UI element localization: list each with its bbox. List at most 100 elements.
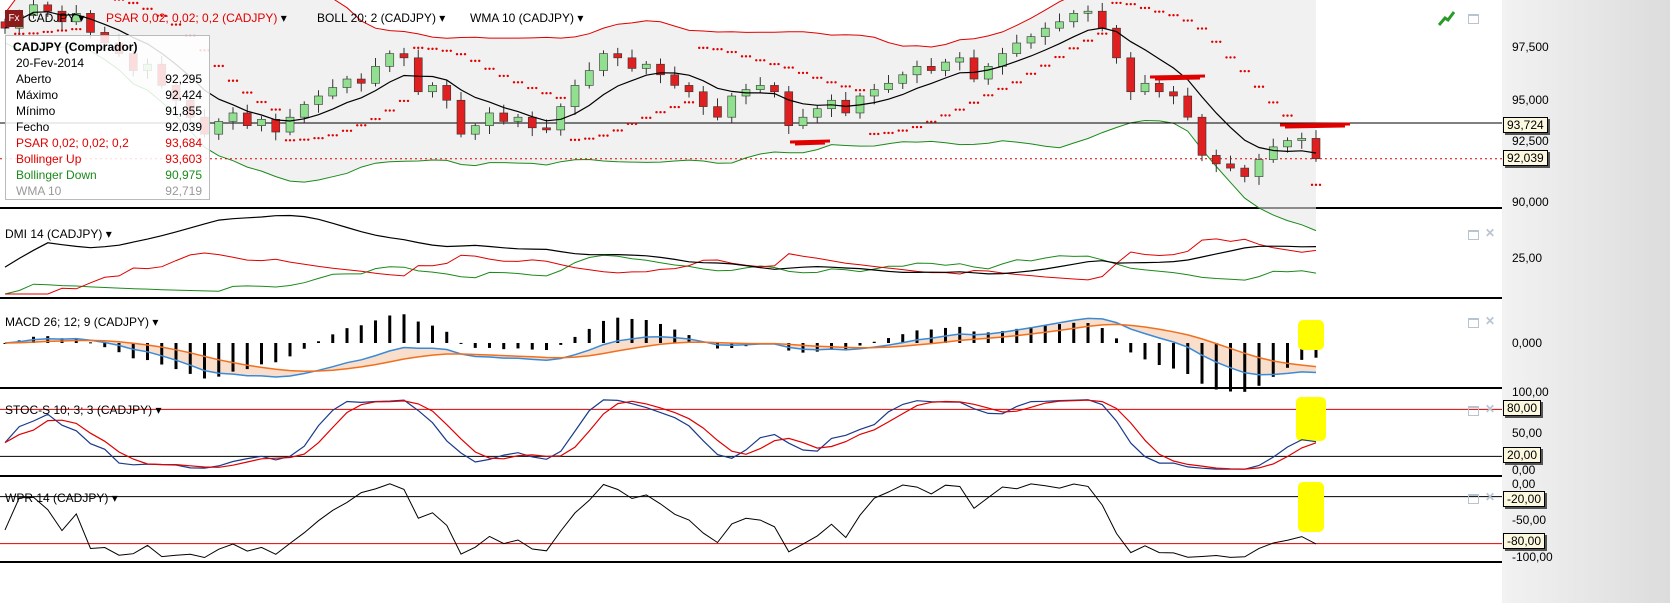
psar-dot	[498, 74, 501, 78]
psar-dot	[1033, 72, 1037, 75]
legend-row: Mínimo 91,855	[6, 103, 209, 119]
macd-histogram-bar	[1058, 324, 1061, 343]
psar-dot	[1115, 1, 1118, 5]
psar-dot	[911, 125, 915, 129]
legend-row: Bollinger Up 93,603	[6, 151, 209, 167]
psar-dot	[1247, 69, 1250, 73]
legend-row: PSAR 0,02; 0,02; 0,2 93,684	[6, 135, 209, 151]
symbol-menu[interactable]: CADJPY ▾	[28, 11, 85, 25]
legend-value: 93,684	[165, 136, 202, 150]
wpr-maximize-icon[interactable]	[1468, 494, 1479, 504]
stoc-label: STOC-S 10; 3; 3 (CADJPY)	[5, 403, 153, 417]
wpr-menu[interactable]: WPR 14 (CADJPY) ▾	[5, 491, 118, 505]
dmi-maximize-icon[interactable]	[1468, 230, 1479, 240]
macd-histogram-bar	[915, 330, 919, 343]
psar-dot	[598, 134, 601, 137]
last-price-box: 92,039	[1503, 150, 1548, 166]
candle-body	[727, 95, 737, 118]
psar-dot	[948, 114, 951, 117]
candle-body	[983, 66, 993, 80]
macd-histogram-bar	[260, 343, 263, 365]
psar-dot	[288, 139, 292, 142]
candle-body	[214, 121, 224, 135]
dmi-menu[interactable]: DMI 14 (CADJPY) ▾	[5, 227, 112, 241]
psar-dot	[402, 99, 406, 103]
psar-dot	[463, 53, 467, 56]
candle-body	[242, 112, 252, 126]
psar-dot	[1318, 183, 1322, 187]
legend-label: PSAR 0,02; 0,02; 0,2	[16, 136, 129, 150]
macd-histogram-bar	[274, 343, 278, 363]
psar-dot	[791, 66, 794, 69]
symbol-label: CADJPY	[28, 11, 76, 25]
macd-histogram-bar	[374, 320, 377, 343]
legend-value: 92,424	[165, 88, 202, 102]
maximize-icon[interactable]	[1468, 14, 1479, 24]
wpr-tick: -50,00	[1512, 513, 1547, 527]
psar-dot	[441, 49, 444, 52]
psar-dot	[213, 64, 216, 68]
candle-body	[485, 112, 494, 126]
candle-body	[955, 57, 965, 63]
psar-dot	[801, 71, 805, 75]
candle-body	[599, 53, 608, 71]
psar-dot	[445, 49, 448, 52]
boll-menu[interactable]: BOLL 20; 2 (CADJPY) ▾	[317, 11, 446, 25]
psar-dot	[826, 81, 829, 84]
macd-histogram-bar	[359, 325, 363, 343]
psar-dot	[926, 120, 929, 123]
macd-histogram-bar	[1115, 338, 1118, 343]
psar-dot	[626, 122, 630, 126]
psar-dot	[716, 48, 719, 51]
psar-dot	[549, 92, 552, 95]
psar-dot	[891, 131, 894, 135]
trend-arrow-icon[interactable]	[1438, 10, 1456, 26]
stoc-d-line	[4, 399, 1317, 470]
psar-dot	[787, 66, 790, 69]
psar-dot	[655, 111, 658, 114]
wpr-close-icon[interactable]: ✕	[1485, 490, 1496, 504]
candle-body	[285, 116, 295, 133]
psar-dot	[303, 138, 306, 141]
psar-dot	[356, 124, 359, 127]
macd-menu[interactable]: MACD 26; 12; 9 (CADJPY) ▾	[5, 315, 159, 329]
psar-dot	[1282, 114, 1285, 117]
psar-dot	[773, 62, 776, 66]
macd-histogram-bar	[644, 320, 648, 343]
psar-dot	[612, 129, 615, 132]
psar-dot	[60, 29, 64, 32]
psar-menu[interactable]: PSAR 0,02; 0,02; 0,2 (CADJPY) ▾	[106, 11, 287, 25]
psar-dot	[142, 7, 145, 11]
psar-dot	[360, 124, 363, 127]
psar-dot	[1172, 13, 1175, 17]
psar-dot	[535, 86, 538, 90]
psar-dot	[616, 129, 619, 132]
stoc-k-line	[4, 399, 1317, 470]
candle-body	[228, 112, 238, 122]
psar-dot	[113, 0, 117, 1]
psar-dot	[748, 55, 752, 58]
stoc-maximize-icon[interactable]	[1468, 406, 1479, 416]
candle-body	[670, 74, 680, 86]
psar-dot	[930, 120, 933, 123]
stoc-menu[interactable]: STOC-S 10; 3; 3 (CADJPY) ▾	[5, 403, 162, 417]
macd-histogram-bar	[1200, 343, 1204, 384]
candle-body	[57, 10, 67, 23]
wma-menu[interactable]: WMA 10 (CADJPY) ▾	[470, 11, 584, 25]
psar-dot	[940, 114, 943, 117]
psar-dot	[1090, 39, 1094, 42]
psar-dot	[698, 46, 701, 50]
psar-dot	[398, 99, 402, 103]
psar-dot	[649, 116, 652, 120]
stoc-close-icon[interactable]: ✕	[1485, 402, 1496, 416]
dmi-close-icon[interactable]: ✕	[1485, 226, 1496, 240]
psar-dot	[435, 47, 438, 51]
macd-histogram-bar	[1186, 343, 1190, 374]
wpr-80-box: -80,00	[1503, 533, 1546, 549]
psar-dot	[1029, 72, 1033, 75]
psar-dot	[1040, 64, 1043, 67]
macd-histogram-bar	[1257, 343, 1261, 386]
macd-close-icon[interactable]: ✕	[1485, 314, 1496, 328]
macd-maximize-icon[interactable]	[1468, 318, 1479, 328]
